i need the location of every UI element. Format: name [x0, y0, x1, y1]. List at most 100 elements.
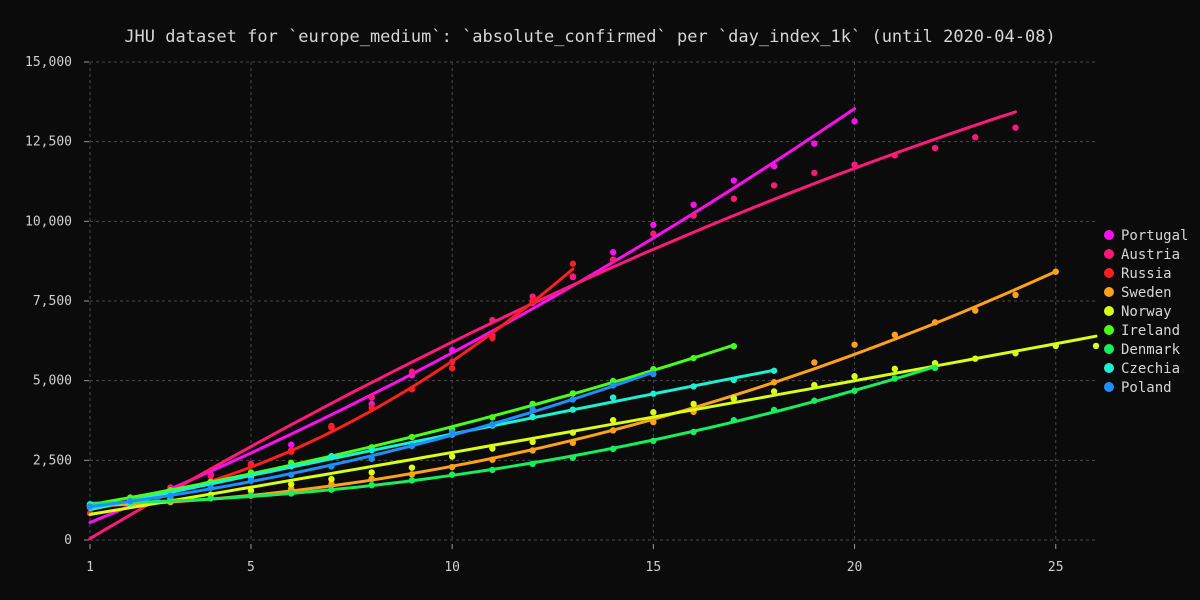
data-point — [972, 307, 979, 314]
data-point — [368, 475, 375, 483]
y-tick-label: 7,500 — [33, 294, 72, 309]
data-point — [529, 400, 536, 408]
legend-item-ireland[interactable]: Ireland — [1104, 323, 1180, 339]
legend-label: Norway — [1121, 304, 1172, 320]
data-point — [609, 249, 617, 256]
data-point — [569, 260, 577, 267]
data-point — [288, 490, 295, 497]
data-point — [448, 346, 456, 354]
data-point — [770, 163, 778, 170]
data-point — [288, 463, 295, 470]
legend-marker — [1104, 363, 1114, 373]
data-point — [448, 429, 456, 436]
legend-label: Austria — [1121, 247, 1180, 263]
data-point — [207, 472, 214, 480]
data-point — [489, 421, 496, 428]
data-point — [328, 452, 335, 460]
legend-item-norway[interactable]: Norway — [1104, 304, 1172, 320]
data-point — [851, 161, 858, 168]
data-point — [408, 477, 416, 484]
legend-item-portugal[interactable]: Portugal — [1104, 228, 1188, 244]
data-point — [408, 386, 416, 393]
data-point — [288, 441, 295, 448]
data-point — [931, 364, 939, 372]
series-line — [88, 270, 1058, 508]
legend-marker — [1104, 306, 1114, 316]
data-point — [609, 427, 617, 434]
y-tick-label: 12,500 — [25, 135, 72, 150]
legend-label: Russia — [1121, 266, 1172, 282]
data-point — [489, 445, 496, 452]
data-point — [328, 463, 335, 470]
data-point — [247, 492, 255, 499]
data-point — [690, 400, 697, 408]
data-point — [650, 437, 657, 445]
data-point — [489, 316, 496, 324]
legend: Portugal Austria Russia Sweden Norway Ireland… — [1104, 228, 1188, 396]
data-point — [408, 471, 416, 478]
legend-label: Portugal — [1121, 228, 1188, 244]
x-tick-label: 25 — [1048, 560, 1064, 575]
data-point — [972, 134, 979, 141]
data-point — [207, 495, 214, 502]
data-point — [650, 409, 657, 416]
data-point — [1052, 268, 1059, 275]
data-point — [448, 471, 456, 478]
series-czechia — [86, 367, 778, 512]
data-point — [931, 144, 939, 152]
data-point — [529, 406, 536, 413]
data-point — [609, 445, 617, 453]
data-point — [529, 460, 536, 468]
legend-item-denmark[interactable]: Denmark — [1104, 342, 1181, 358]
data-point — [609, 382, 617, 389]
legend-item-russia[interactable]: Russia — [1104, 266, 1172, 282]
data-point — [408, 464, 416, 471]
data-point — [730, 195, 738, 202]
y-tick-label: 0 — [64, 533, 72, 548]
data-point — [569, 429, 577, 436]
data-point — [609, 256, 617, 263]
data-point — [247, 477, 255, 484]
data-point — [851, 373, 858, 380]
data-point — [891, 152, 898, 159]
legend-item-sweden[interactable]: Sweden — [1104, 285, 1172, 301]
data-point — [328, 486, 335, 493]
data-point — [891, 375, 898, 382]
data-point — [891, 365, 898, 373]
legend-label: Denmark — [1121, 342, 1181, 358]
data-point — [368, 446, 375, 454]
data-point — [1012, 291, 1019, 299]
legend-item-austria[interactable]: Austria — [1104, 247, 1180, 263]
data-point — [569, 390, 577, 397]
data-point — [529, 413, 536, 421]
data-point — [167, 492, 174, 499]
y-tick-label: 2,500 — [33, 453, 72, 468]
data-point — [650, 390, 657, 397]
series-norway — [86, 334, 1100, 516]
data-point — [247, 487, 255, 494]
data-point — [650, 365, 657, 373]
legend-marker — [1104, 230, 1114, 240]
data-point — [288, 485, 295, 492]
data-point — [489, 414, 496, 421]
legend-marker — [1104, 344, 1114, 354]
data-point — [288, 448, 295, 455]
legend-item-czechia[interactable]: Czechia — [1104, 361, 1180, 377]
data-point — [328, 423, 335, 431]
data-point — [851, 387, 858, 395]
data-point — [569, 454, 577, 461]
data-point — [770, 379, 778, 386]
y-tick-label: 15,000 — [25, 55, 72, 70]
data-point — [811, 397, 818, 404]
legend-marker — [1104, 268, 1114, 278]
legend-label: Sweden — [1121, 285, 1172, 301]
legend-item-poland[interactable]: Poland — [1104, 380, 1172, 396]
data-point — [690, 354, 697, 362]
data-point — [569, 273, 577, 280]
data-point — [650, 370, 657, 378]
data-point — [127, 497, 134, 505]
data-point — [328, 480, 335, 488]
data-point — [931, 319, 939, 326]
data-point — [730, 376, 738, 384]
